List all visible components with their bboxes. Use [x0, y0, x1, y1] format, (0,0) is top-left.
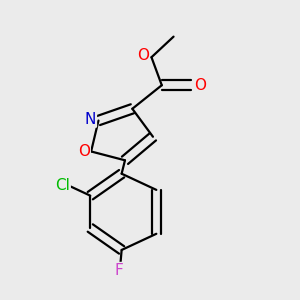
Text: F: F [115, 263, 124, 278]
Text: Cl: Cl [55, 178, 70, 193]
Text: O: O [136, 48, 148, 63]
Text: N: N [85, 112, 96, 127]
Text: O: O [194, 78, 206, 93]
Text: O: O [78, 144, 90, 159]
